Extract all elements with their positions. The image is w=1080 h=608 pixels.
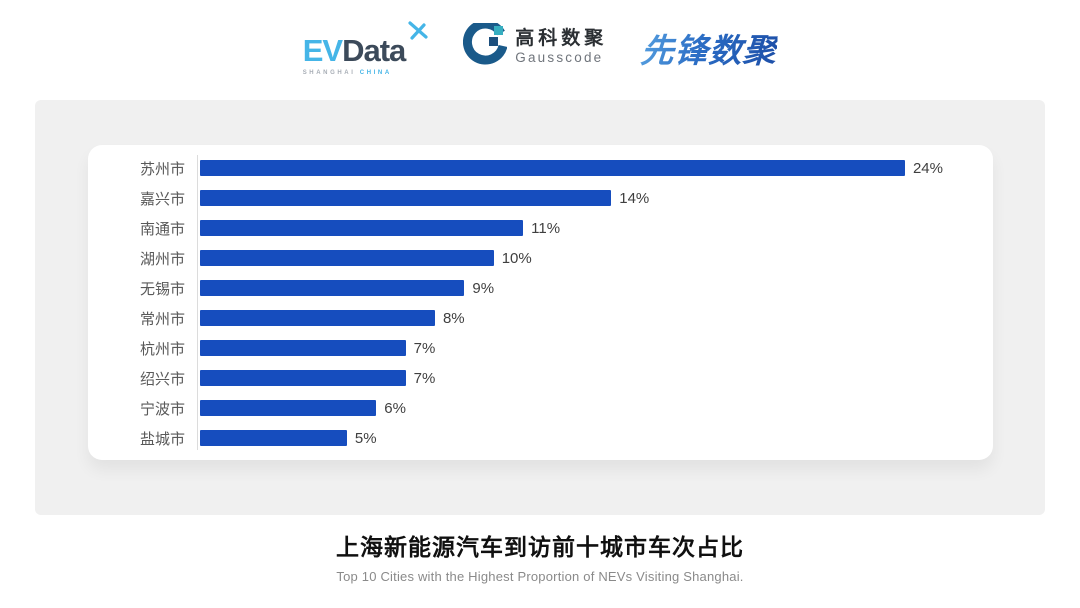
category-label: 嘉兴市 <box>139 190 185 208</box>
bar-track: 11% <box>200 213 993 243</box>
header-logos: EV Data SHANGHAI CHINA <box>0 0 1080 96</box>
evdata-china-text: CHINA <box>359 69 392 76</box>
category-label: 盐城市 <box>139 430 185 448</box>
chart-row: 盐城市 5% <box>88 423 993 453</box>
bar-track: 6% <box>200 393 993 423</box>
bar-track: 24% <box>200 153 993 183</box>
value-label: 7% <box>413 369 436 387</box>
gausscode-wordmark: 高科数聚 Gausscode <box>515 29 607 66</box>
bar-track: 10% <box>200 243 993 273</box>
value-label: 7% <box>413 339 436 357</box>
value-label: 24% <box>912 159 943 177</box>
bar <box>200 340 406 356</box>
y-axis-line <box>197 155 198 450</box>
bar <box>200 430 347 446</box>
chart-rows: 苏州市 24% 嘉兴市 14% 南通市 11% 湖州市 10% 无锡市 9% 常州市 8% 杭州市 7% 绍… <box>88 153 993 453</box>
gausscode-chinese-text: 高科数聚 <box>515 28 608 50</box>
evdata-wordmark: EV Data <box>302 20 430 68</box>
value-label: 8% <box>442 309 465 327</box>
bar-track: 8% <box>200 303 993 333</box>
chart-title: 上海新能源汽车到访前十城市车次占比 <box>336 534 744 560</box>
bar-track: 9% <box>200 273 993 303</box>
chart-panel: 苏州市 24% 嘉兴市 14% 南通市 11% 湖州市 10% 无锡市 9% 常州市 8% 杭州市 7% 绍… <box>35 100 1045 515</box>
bar-track: 7% <box>200 363 993 393</box>
value-label: 11% <box>531 219 561 237</box>
bar <box>200 280 465 296</box>
xianfeng-shuju-logo: 先锋数聚 <box>640 24 779 72</box>
bar <box>200 370 406 386</box>
value-label: 9% <box>472 279 495 297</box>
category-label: 苏州市 <box>139 160 185 178</box>
footer: 上海新能源汽车到访前十城市车次占比 Top 10 Cities with the… <box>0 528 1080 584</box>
bar <box>200 220 524 236</box>
evdata-data-text: Data <box>342 32 406 68</box>
chart-row: 南通市 11% <box>88 213 993 243</box>
bar-track: 7% <box>200 333 993 363</box>
category-label: 无锡市 <box>139 280 185 298</box>
chart-row: 宁波市 6% <box>88 393 993 423</box>
gausscode-g-icon <box>463 19 508 74</box>
bar <box>200 250 494 266</box>
evdata-x-icon <box>407 20 429 46</box>
chart-row: 绍兴市 7% <box>88 363 993 393</box>
chart-row: 嘉兴市 14% <box>88 183 993 213</box>
bar <box>200 400 377 416</box>
chart-row: 无锡市 9% <box>88 273 993 303</box>
gausscode-english-text: Gausscode <box>515 50 604 66</box>
gausscode-logo: 高科数聚 Gausscode <box>463 19 607 74</box>
category-label: 常州市 <box>139 310 185 328</box>
evdata-shanghai-text: SHANGHAI <box>302 69 356 76</box>
chart-row: 常州市 8% <box>88 303 993 333</box>
value-label: 5% <box>354 429 377 447</box>
bar <box>200 160 905 176</box>
chart-row: 湖州市 10% <box>88 243 993 273</box>
chart-card: 苏州市 24% 嘉兴市 14% 南通市 11% 湖州市 10% 无锡市 9% 常州市 8% 杭州市 7% 绍… <box>88 145 993 460</box>
evdata-subtitle: SHANGHAI CHINA <box>303 70 392 76</box>
bar <box>200 190 612 206</box>
value-label: 14% <box>619 189 650 207</box>
bar <box>200 310 435 326</box>
category-label: 湖州市 <box>139 250 185 268</box>
value-label: 6% <box>384 399 406 417</box>
category-label: 南通市 <box>139 220 185 238</box>
category-label: 绍兴市 <box>139 370 185 388</box>
evdata-logo: EV Data SHANGHAI CHINA <box>302 20 430 76</box>
bar-track: 5% <box>200 423 993 453</box>
chart-row: 杭州市 7% <box>88 333 993 363</box>
evdata-ev-text: EV <box>302 32 343 68</box>
bar-track: 14% <box>200 183 993 213</box>
category-label: 宁波市 <box>139 400 185 418</box>
chart-row: 苏州市 24% <box>88 153 993 183</box>
category-label: 杭州市 <box>139 340 185 358</box>
chart-subtitle: Top 10 Cities with the Highest Proportio… <box>336 569 744 584</box>
value-label: 10% <box>501 249 532 267</box>
